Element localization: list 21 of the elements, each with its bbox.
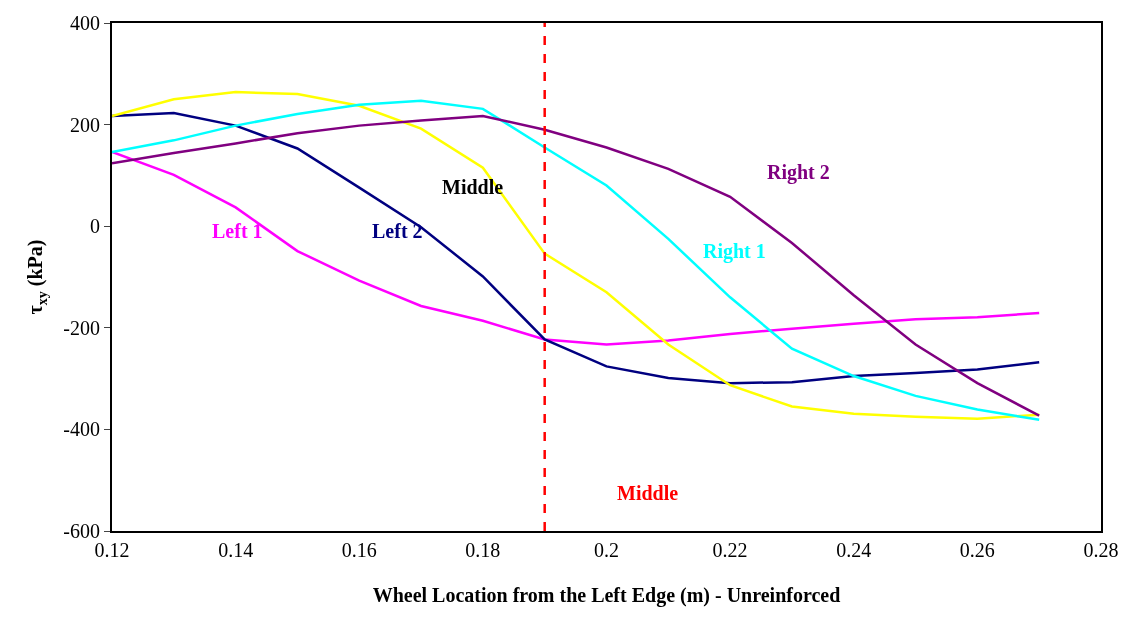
x-tick-label: 0.22	[712, 539, 748, 561]
x-tick-label: 0.12	[94, 539, 130, 561]
x-tick-label: 0.16	[341, 539, 377, 561]
x-axis-title: Wheel Location from the Left Edge (m) - Unreinforced	[372, 584, 841, 607]
y-tick-label: -200	[63, 316, 100, 339]
y-tick-label: -600	[63, 520, 100, 542]
x-tick-label: 0.24	[836, 539, 872, 561]
y-tick-label: 400	[70, 12, 100, 34]
y-tick-label: -400	[63, 418, 100, 441]
y-tick-label: 200	[70, 113, 100, 136]
line-series	[112, 150, 1041, 346]
x-tick-label: 0.28	[1083, 539, 1119, 561]
x-tick-label: 0.18	[465, 539, 501, 561]
x-tick-label: 0.26	[959, 539, 995, 561]
series-label: Right 1	[703, 240, 766, 263]
y-tick-label: 0	[90, 215, 100, 238]
ref-line-label: Middle	[617, 482, 679, 504]
x-tick-label: 0.2	[594, 539, 619, 561]
series-label: Left 1	[212, 220, 263, 242]
series-label: Right 2	[767, 161, 830, 184]
x-tick-label: 0.14	[218, 539, 254, 561]
